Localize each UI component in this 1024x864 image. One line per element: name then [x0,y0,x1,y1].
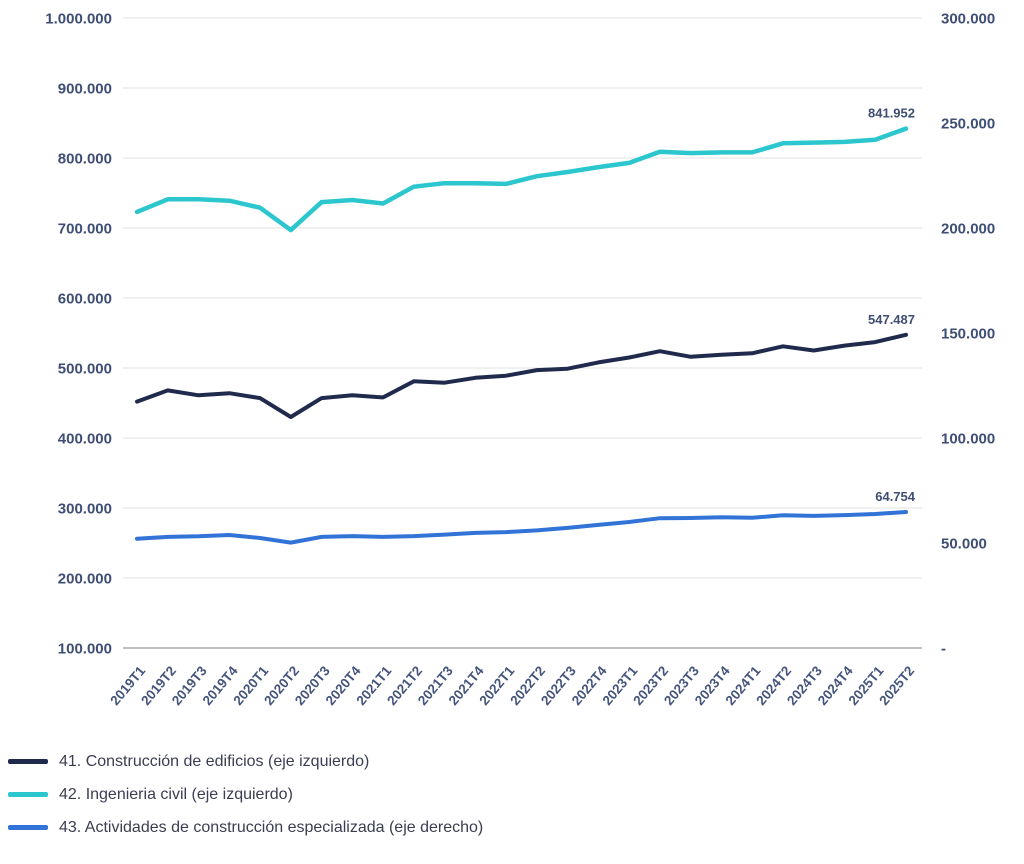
legend-item-41: 41. Construcción de edificios (eje izqui… [8,751,483,772]
legend-swatch-42-icon [8,792,48,797]
legend-swatch-41-icon [8,759,48,764]
y-axis-left-tick-label: 700.000 [58,221,112,238]
y-axis-left-tick-label: 300.000 [58,501,112,518]
data-label-41: 547.487 [868,312,915,327]
y-axis-left-tick-label: 600.000 [58,291,112,308]
legend-item-43: 43. Actividades de construcción especial… [8,817,483,838]
line-chart: 1.000.000 900.000 800.000 700.000 600.000 500… [45,11,995,709]
y-axis-right-tick-label: 300.000 [941,11,995,28]
series-line-43 [135,510,908,545]
data-label-43: 64.754 [875,489,916,504]
y-axis-left-tick-label: 100.000 [58,641,112,658]
y-axis-right-tick-label: 250.000 [941,116,995,133]
legend-label-41: 41. Construcción de edificios (eje izqui… [59,753,370,770]
y-axis-left-tick-label: 900.000 [58,81,112,98]
y-axis-right-tick-label: 150.000 [941,326,995,343]
legend-item-42: 42. Ingenieria civil (eje izquierdo) [8,784,483,805]
legend: 41. Construcción de edificios (eje izqui… [8,751,483,850]
y-axis-left-tick-label: 1.000.000 [45,11,112,28]
y-axis-right-tick-label: 200.000 [941,221,995,238]
data-label-42: 841.952 [868,106,915,121]
y-axis-left-tick-label: 400.000 [58,431,112,448]
y-axis-right-tick-label: 50.000 [941,536,987,553]
legend-label-43: 43. Actividades de construcción especial… [59,819,484,836]
y-axis-right-tick-label: - [941,641,946,658]
series-line-42 [134,126,909,233]
y-axis-left-tick-label: 500.000 [58,361,112,378]
legend-label-42: 42. Ingenieria civil (eje izquierdo) [59,786,293,803]
y-axis-left-tick-label: 200.000 [58,571,112,588]
series-line-41 [135,332,908,419]
legend-swatch-43-icon [8,825,48,830]
y-axis-right-tick-label: 100.000 [941,431,995,448]
y-axis-left-tick-label: 800.000 [58,151,112,168]
